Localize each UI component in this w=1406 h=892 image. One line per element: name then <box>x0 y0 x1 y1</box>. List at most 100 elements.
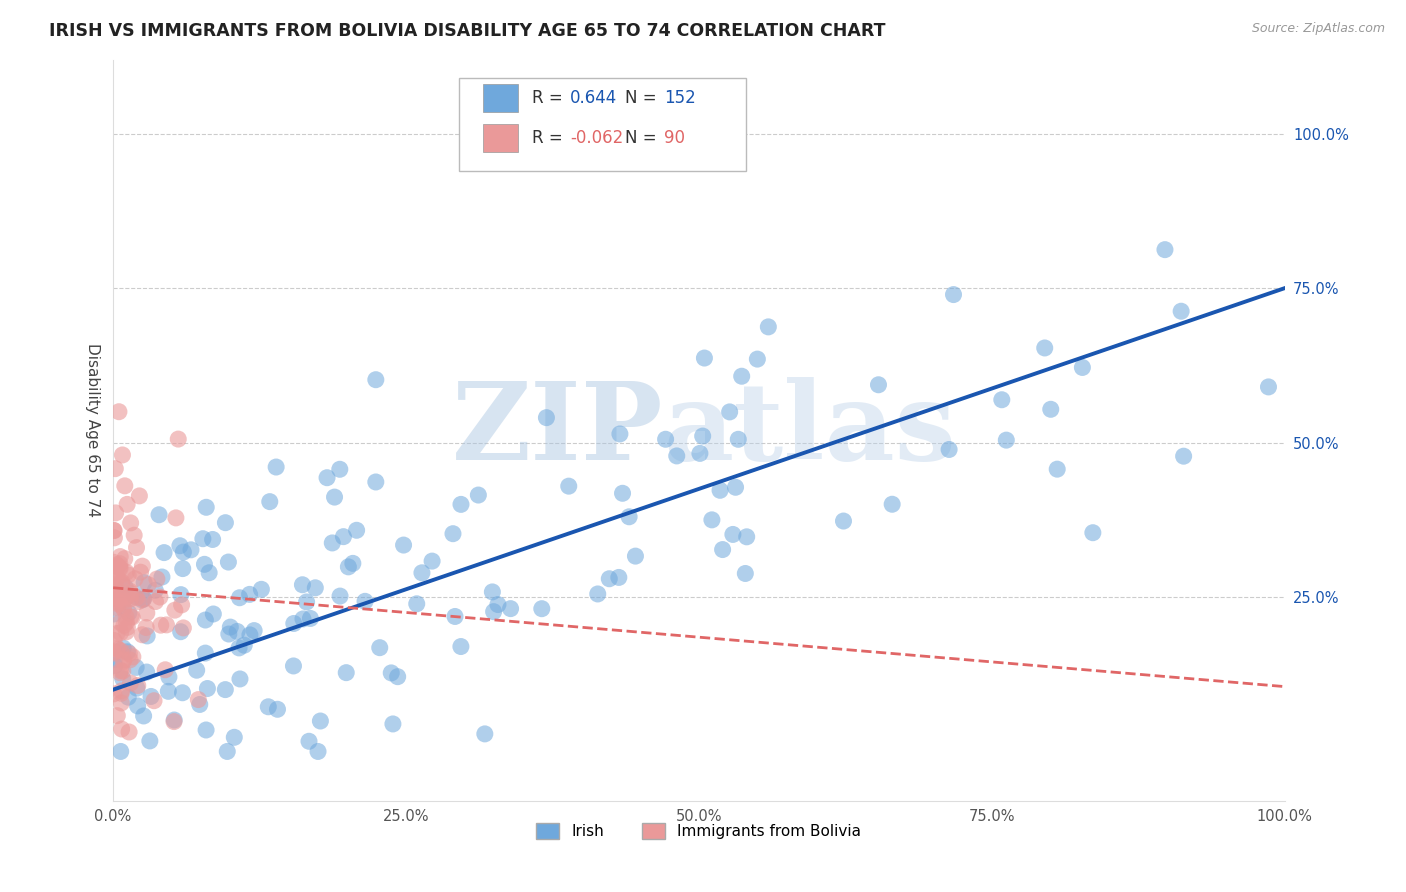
Point <box>149 590 172 604</box>
Point <box>186 663 208 677</box>
Point <box>121 649 143 664</box>
Text: ZIP: ZIP <box>453 377 664 483</box>
Point <box>868 377 890 392</box>
Point <box>214 682 236 697</box>
Point <box>420 554 443 568</box>
Point <box>1154 243 1177 257</box>
Point <box>117 568 139 582</box>
Point <box>103 646 125 660</box>
Point <box>131 559 153 574</box>
Point <box>387 670 409 684</box>
Point <box>110 625 132 640</box>
Point <box>103 555 125 569</box>
Point <box>304 581 326 595</box>
Point <box>942 287 965 301</box>
Point <box>172 621 194 635</box>
Point <box>586 587 609 601</box>
Point <box>115 590 138 604</box>
Point <box>444 609 467 624</box>
Point <box>112 653 135 667</box>
Text: 90: 90 <box>664 128 685 146</box>
Point <box>250 582 273 597</box>
Point <box>108 405 131 419</box>
Text: R =: R = <box>533 88 568 106</box>
Point <box>111 594 134 608</box>
Point <box>127 678 149 692</box>
Point <box>103 531 125 545</box>
Point <box>1170 304 1192 318</box>
Point <box>481 585 503 599</box>
Point <box>692 429 714 443</box>
Point <box>188 698 211 712</box>
Point <box>392 538 415 552</box>
Point <box>110 684 132 698</box>
Point <box>111 672 134 686</box>
Point <box>118 647 141 661</box>
Point <box>105 592 128 607</box>
Point <box>120 516 142 530</box>
Point <box>105 641 128 656</box>
Point <box>104 576 127 591</box>
Point <box>120 676 142 690</box>
Point <box>735 530 758 544</box>
Point <box>441 526 464 541</box>
Point <box>122 528 145 542</box>
Point <box>111 664 134 678</box>
FancyBboxPatch shape <box>484 84 519 112</box>
Point <box>146 572 169 586</box>
Point <box>1257 380 1279 394</box>
Point <box>114 580 136 594</box>
Point <box>474 727 496 741</box>
Point <box>114 551 136 566</box>
Point <box>103 607 125 621</box>
Point <box>882 497 904 511</box>
Point <box>264 460 287 475</box>
Point <box>108 549 131 564</box>
Point <box>148 508 170 522</box>
Point <box>233 638 256 652</box>
Point <box>114 479 136 493</box>
Point <box>214 516 236 530</box>
Point <box>111 722 134 736</box>
Point <box>198 566 221 580</box>
Point <box>125 660 148 674</box>
Point <box>104 461 127 475</box>
Point <box>104 506 127 520</box>
Point <box>486 598 509 612</box>
Point <box>257 699 280 714</box>
Point <box>450 640 472 654</box>
Point <box>170 624 193 639</box>
Point <box>153 546 176 560</box>
Point <box>118 725 141 739</box>
Point <box>364 373 387 387</box>
Point <box>217 555 239 569</box>
FancyBboxPatch shape <box>458 78 745 170</box>
Point <box>110 615 132 630</box>
Point <box>149 618 172 632</box>
Point <box>342 557 364 571</box>
Point <box>125 591 148 605</box>
Point <box>530 601 553 615</box>
Point <box>329 589 352 603</box>
Point <box>226 624 249 639</box>
Point <box>450 497 472 511</box>
Point <box>127 698 149 713</box>
Point <box>467 488 489 502</box>
Point <box>104 600 127 615</box>
Point <box>346 523 368 537</box>
Point <box>155 618 177 632</box>
Point <box>239 628 262 642</box>
Point <box>115 566 138 580</box>
Point <box>201 533 224 547</box>
Point <box>135 620 157 634</box>
Point <box>163 713 186 727</box>
Point <box>150 570 173 584</box>
Point <box>323 490 346 504</box>
Point <box>217 744 239 758</box>
Point <box>101 645 124 659</box>
Point <box>115 610 138 624</box>
Point <box>218 627 240 641</box>
Point <box>991 392 1014 407</box>
Point <box>332 530 354 544</box>
Point <box>194 646 217 660</box>
